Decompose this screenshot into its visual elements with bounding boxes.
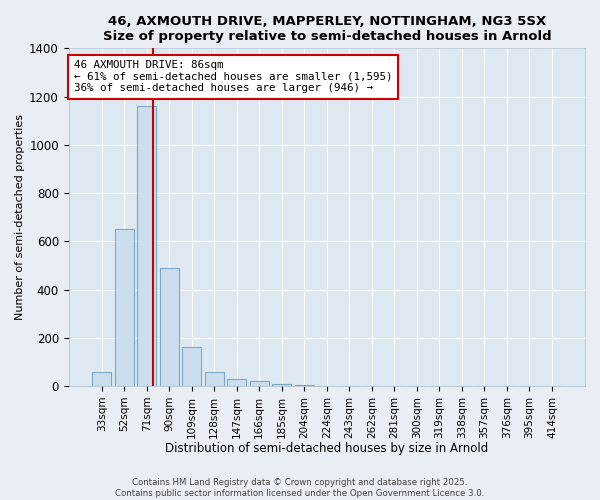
Bar	[272, 384, 292, 386]
Text: 46 AXMOUTH DRIVE: 86sqm
← 61% of semi-detached houses are smaller (1,595)
36% of: 46 AXMOUTH DRIVE: 86sqm ← 61% of semi-de…	[74, 60, 392, 94]
Title: 46, AXMOUTH DRIVE, MAPPERLEY, NOTTINGHAM, NG3 5SX
Size of property relative to s: 46, AXMOUTH DRIVE, MAPPERLEY, NOTTINGHAM…	[103, 15, 551, 43]
Y-axis label: Number of semi-detached properties: Number of semi-detached properties	[15, 114, 25, 320]
Bar	[205, 372, 224, 386]
X-axis label: Distribution of semi-detached houses by size in Arnold: Distribution of semi-detached houses by …	[165, 442, 488, 455]
Bar	[115, 229, 134, 386]
Text: Contains HM Land Registry data © Crown copyright and database right 2025.
Contai: Contains HM Land Registry data © Crown c…	[115, 478, 485, 498]
Bar	[160, 268, 179, 386]
Bar	[227, 379, 247, 386]
Bar	[92, 372, 111, 386]
Bar	[250, 381, 269, 386]
Bar	[295, 385, 314, 386]
Bar	[182, 348, 202, 386]
Bar	[137, 106, 156, 386]
